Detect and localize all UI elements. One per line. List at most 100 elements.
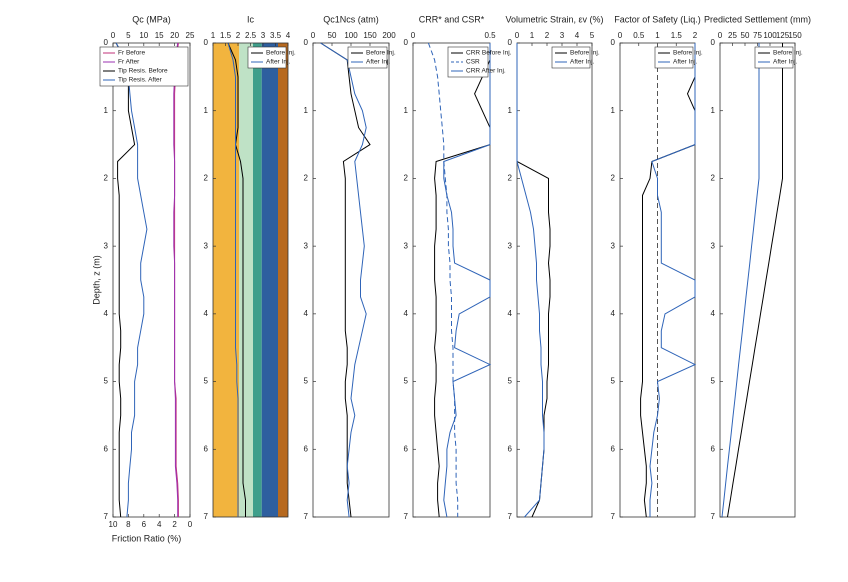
x2-tick-label: 10 — [109, 520, 118, 529]
legend-label: CRR After Inj. — [466, 68, 506, 75]
x-tick-label: 200 — [382, 31, 396, 40]
series-line — [115, 42, 148, 518]
series-line — [227, 42, 246, 517]
zone-band — [239, 43, 253, 517]
series-line — [320, 42, 371, 518]
axes-frame — [112, 42, 191, 518]
legend-label: Before Inj. — [773, 50, 803, 57]
x2-tick-label: 8 — [126, 520, 131, 529]
x-tick-label: 25 — [186, 31, 195, 40]
legend-box — [654, 46, 694, 69]
y-tick-label: 2 — [204, 174, 209, 183]
y-tick-label: 2 — [404, 174, 409, 183]
y-tick-label: 0 — [711, 38, 716, 47]
y-tick-label: 3 — [204, 241, 209, 250]
y-tick-label: 5 — [611, 377, 616, 386]
x-tick-label: 1 — [655, 31, 660, 40]
x-tick-label: 0 — [411, 31, 416, 40]
x-tick-label: 2.5 — [245, 31, 257, 40]
y-tick-label: 0 — [204, 38, 209, 47]
y-tick-label: 2 — [611, 174, 616, 183]
x-tick-label: 150 — [788, 31, 802, 40]
y-tick-label: 6 — [204, 444, 209, 453]
legend-box — [247, 46, 287, 69]
series-line — [640, 43, 696, 518]
x-tick-label: 15 — [155, 31, 164, 40]
y-tick-label: 5 — [104, 377, 109, 386]
y-tick-label: 3 — [104, 241, 109, 250]
y-tick-label: 3 — [404, 241, 409, 250]
x-tick-label: 100 — [344, 31, 358, 40]
y-tick-label: 3 — [711, 241, 716, 250]
legend-label: CSR — [466, 59, 480, 66]
x-tick-label: 3.5 — [270, 31, 282, 40]
y-tick-label: 3 — [304, 241, 309, 250]
y-tick-label: 0 — [508, 38, 513, 47]
x-tick-label: 3 — [261, 31, 266, 40]
y-tick-label: 3 — [611, 241, 616, 250]
x2-tick-label: 0 — [188, 520, 193, 529]
x2-tick-label: 4 — [157, 520, 162, 529]
legend-box — [447, 46, 489, 78]
y-tick-label: 2 — [711, 174, 716, 183]
series-line — [443, 43, 492, 518]
series-line — [227, 42, 239, 517]
y-tick-label: 1 — [611, 106, 616, 115]
y-tick-label: 0 — [404, 38, 409, 47]
y-tick-label: 7 — [104, 512, 109, 521]
legend-box — [754, 46, 794, 69]
axes-frame — [516, 42, 593, 518]
x-tick-label: 5 — [590, 31, 595, 40]
y-tick-label: 4 — [104, 309, 109, 318]
y-tick-label: 2 — [304, 174, 309, 183]
y-tick-label: 1 — [404, 106, 409, 115]
y-tick-label: 5 — [204, 377, 209, 386]
series-line — [516, 43, 545, 518]
x-tick-label: 0 — [515, 31, 520, 40]
y-tick-label: 4 — [304, 309, 309, 318]
x-tick-label: 1 — [211, 31, 216, 40]
y-tick-label: 6 — [304, 444, 309, 453]
legend-label: After Inj. — [570, 59, 594, 66]
legend-label: After Inj. — [673, 59, 697, 66]
axis-title: Ic — [247, 14, 255, 24]
axes-frame — [412, 42, 491, 518]
y-tick-label: 1 — [304, 106, 309, 115]
y-tick-label: 0 — [611, 38, 616, 47]
zone-band — [213, 43, 240, 517]
y-tick-label: 7 — [611, 512, 616, 521]
x-tick-label: 1 — [530, 31, 535, 40]
x-tick-label: 2 — [545, 31, 550, 40]
y-tick-label: 7 — [404, 512, 409, 521]
y-tick-label: 4 — [404, 309, 409, 318]
legend-label: After Inj. — [266, 59, 290, 66]
series-line — [649, 43, 697, 517]
legend-label: After Inj. — [366, 59, 390, 66]
legend-box — [551, 46, 591, 69]
y-tick-label: 2 — [104, 174, 109, 183]
y-tick-label: 6 — [508, 444, 513, 453]
legend-label: Before Inj. — [673, 50, 703, 57]
y-tick-label: 7 — [508, 512, 513, 521]
axis-title: Predicted Settlement (mm) — [704, 14, 811, 24]
series-line — [721, 43, 760, 518]
y-tick-label: 6 — [104, 444, 109, 453]
y-tick-label: 5 — [404, 377, 409, 386]
y-tick-label: 1 — [711, 106, 716, 115]
zone-band — [253, 43, 262, 517]
legend-label: Fr After — [118, 59, 140, 66]
legend-label: Tip Resis. Before — [118, 68, 168, 75]
x-tick-label: 125 — [776, 31, 790, 40]
x-tick-label: 0 — [311, 31, 316, 40]
y-tick-label: 1 — [104, 106, 109, 115]
y-tick-label: 6 — [404, 444, 409, 453]
x2-tick-label: 6 — [142, 520, 147, 529]
x-tick-label: 100 — [763, 31, 777, 40]
axes-frame — [719, 42, 796, 518]
y-tick-label: 4 — [508, 309, 513, 318]
y-tick-label: 3 — [508, 241, 513, 250]
x-tick-label: 5 — [126, 31, 131, 40]
x-tick-label: 3 — [560, 31, 565, 40]
y-tick-label: 2 — [508, 174, 513, 183]
